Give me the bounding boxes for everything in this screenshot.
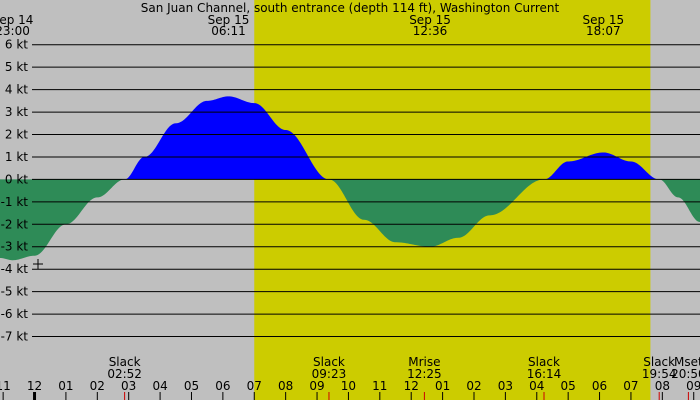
top-time-label: 18:07 (586, 24, 621, 38)
current-areas (0, 96, 700, 261)
x-tick-label: 09 (309, 379, 324, 393)
chart-title: San Juan Channel, south entrance (depth … (141, 1, 560, 15)
top-date-label: Sep 14 (0, 13, 33, 27)
y-tick-label: -6 kt (1, 307, 29, 321)
y-tick-label: -7 kt (1, 330, 29, 344)
event-time-label: 09:23 (312, 367, 347, 381)
event-name-label: Slack (313, 355, 345, 369)
cursor-cross-icon (33, 259, 43, 269)
y-axis: 6 kt 5 kt 4 kt 3 kt 2 kt 1 kt 0 kt -1 kt -2 kt -3… (1, 38, 29, 344)
top-time-label: 06:11 (211, 24, 246, 38)
x-tick-label: 08 (278, 379, 293, 393)
x-tick-label: 01 (58, 379, 73, 393)
x-tick-label: 07 (247, 379, 262, 393)
y-tick-label: 5 kt (5, 60, 28, 74)
y-tick-label: -2 kt (1, 217, 29, 231)
y-tick-label: 1 kt (5, 150, 28, 164)
y-tick-label: -3 kt (1, 240, 29, 254)
x-axis: 11 12 01 02 03 04 05 06 07 08 09 10 11 12 01 02 03 04 05 06… (0, 379, 700, 400)
x-tick-label: 06 (592, 379, 607, 393)
event-name-label: Slack (643, 355, 675, 369)
top-date-label: Sep 15 (582, 13, 624, 27)
x-tick-label: 09 (686, 379, 700, 393)
top-date-label: Sep 15 (409, 13, 451, 27)
x-tick-label: 02 (90, 379, 105, 393)
ebb-current-area (0, 179, 700, 261)
x-tick-label: 11 (372, 379, 387, 393)
event-name-label: Slack (109, 355, 141, 369)
grid-lines (32, 44, 700, 338)
x-tick-label: 03 (121, 379, 136, 393)
x-tick-label: 03 (498, 379, 513, 393)
event-time-label: 16:14 (527, 367, 562, 381)
x-tick-label: 12 (404, 379, 419, 393)
x-tick-label: 07 (623, 379, 638, 393)
x-tick-label: 05 (184, 379, 199, 393)
flood-current-area (0, 96, 700, 180)
bottom-event-labels: Slack02:52Slack09:23Mrise12:25Slack16:14… (107, 355, 700, 400)
event-time-label: 20:50 (671, 367, 700, 381)
y-tick-label: 0 kt (5, 172, 28, 186)
y-tick-label: 3 kt (5, 105, 28, 119)
top-date-label: Sep 15 (208, 13, 250, 27)
x-tick-label: 01 (435, 379, 450, 393)
event-time-label: 02:52 (107, 367, 142, 381)
y-tick-label: -1 kt (1, 195, 29, 209)
event-name-label: Mset (674, 355, 700, 369)
y-tick-label: -4 kt (1, 262, 29, 276)
x-tick-label: 02 (466, 379, 481, 393)
x-tick-label: 08 (655, 379, 670, 393)
y-tick-label: 2 kt (5, 128, 28, 142)
y-tick-label: 6 kt (5, 38, 28, 52)
x-tick-label: 12 (27, 379, 42, 393)
y-tick-label: -5 kt (1, 285, 29, 299)
x-tick-label: 04 (152, 379, 167, 393)
x-tick-label: 04 (529, 379, 544, 393)
top-time-label: 23:00 (0, 24, 30, 38)
y-tick-label: 4 kt (5, 83, 28, 97)
x-tick-label: 10 (341, 379, 356, 393)
event-name-label: Slack (528, 355, 560, 369)
event-name-label: Mrise (408, 355, 440, 369)
x-tick-label: 06 (215, 379, 230, 393)
x-tick-label: 11 (0, 379, 11, 393)
x-tick-label: 05 (561, 379, 576, 393)
event-time-label: 12:25 (407, 367, 442, 381)
event-time-label: 19:54 (642, 367, 677, 381)
top-time-label: 12:36 (413, 24, 448, 38)
